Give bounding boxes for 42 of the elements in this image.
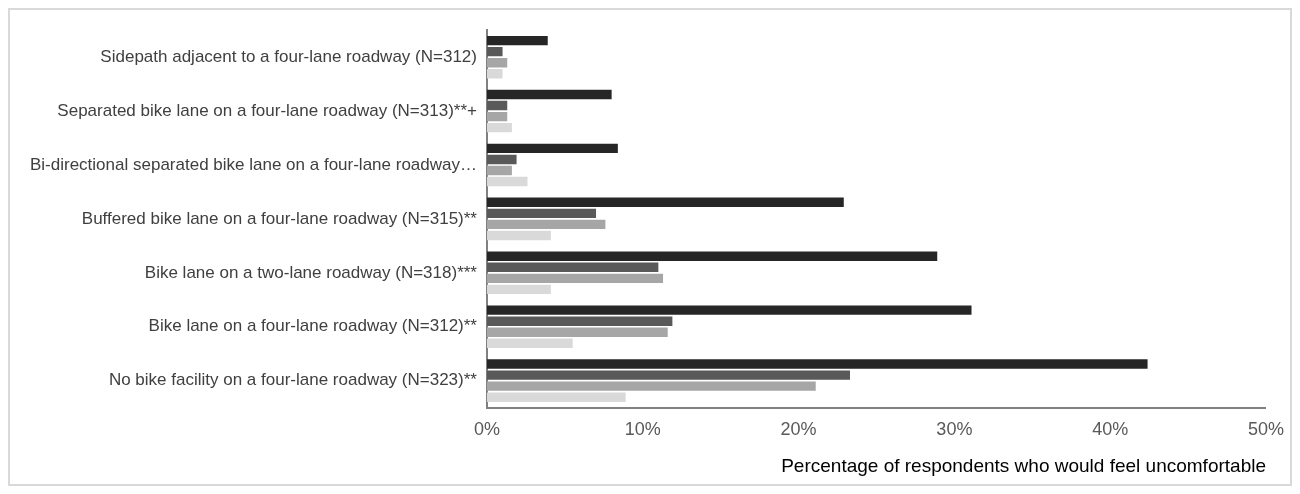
bar: [486, 316, 673, 326]
bar: [486, 370, 850, 380]
x-axis-title: Percentage of respondents who would feel uncomfortable: [781, 454, 1266, 476]
bar: [486, 284, 551, 295]
x-tick-label: 50%: [1247, 419, 1284, 440]
x-tick-label: 20%: [780, 419, 817, 440]
bar: [486, 143, 618, 154]
bar: [486, 57, 508, 68]
x-tick-label: 10%: [624, 419, 661, 440]
y-tick-label: Bike lane on a four-lane roadway (N=312)**: [148, 316, 478, 336]
bar: [486, 327, 668, 337]
y-tick-label: No bike facility on a four-lane roadway (N=323)**: [108, 370, 478, 390]
bar: [486, 165, 512, 176]
bar: [486, 273, 664, 284]
x-tick-label: 40%: [1092, 419, 1129, 440]
bar: [486, 262, 659, 272]
bar: [486, 359, 1148, 369]
bar: [486, 69, 503, 79]
bar: [486, 197, 844, 208]
bar: [486, 35, 548, 46]
bar: [486, 251, 938, 261]
bar: [486, 392, 626, 402]
bar: [486, 338, 573, 348]
y-tick-label: Sidepath adjacent to a four-lane roadway (N=312): [100, 46, 477, 66]
x-tick-label: 30%: [936, 419, 973, 440]
y-tick-label: Separated bike lane on a four-lane roadway (N=313)**+: [57, 100, 478, 120]
bar: [486, 154, 517, 165]
bar: [486, 305, 972, 315]
bar: [486, 219, 606, 230]
bar: [486, 176, 528, 187]
x-tick-label: 0%: [473, 419, 500, 440]
y-tick-label: Buffered bike lane on a four-lane roadway (N=315)**: [81, 208, 478, 228]
bar: [486, 100, 508, 111]
bar: [486, 122, 512, 133]
y-tick-label: Bike lane on a two-lane roadway (N=318)***: [144, 262, 478, 282]
bar: [486, 89, 612, 100]
bar: [486, 381, 816, 391]
bar: [486, 111, 508, 122]
bar: [486, 230, 551, 241]
bar: [486, 208, 597, 219]
y-tick-label: Bi-directional separated bike lane on a four-lane roadway…: [30, 154, 477, 174]
bar: [486, 46, 503, 57]
